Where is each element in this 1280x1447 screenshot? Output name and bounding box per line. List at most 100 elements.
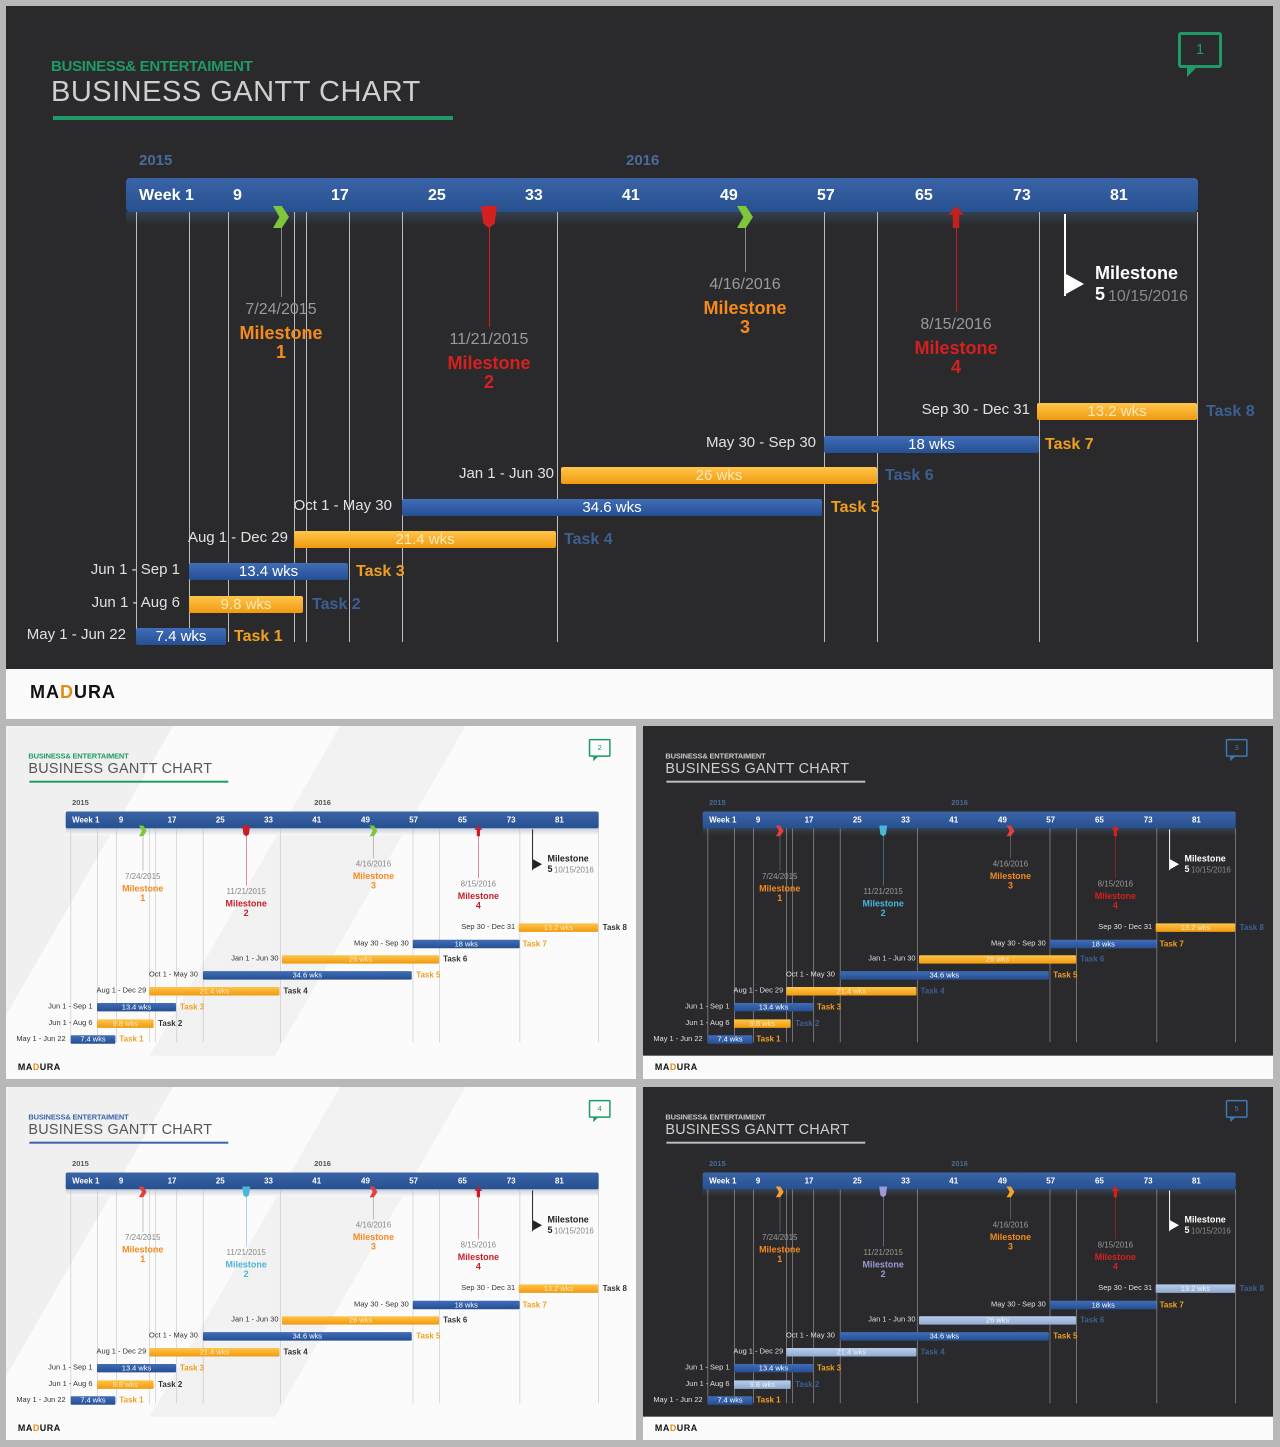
milestone-marker-icon[interactable] (775, 825, 784, 837)
task-bar[interactable]: 18 wks (412, 939, 520, 949)
slide-2[interactable]: BUSINESS& ENTERTAIMENT BUSINESS GANTT CHA… (6, 726, 636, 1079)
task-label: Task 7 (1045, 436, 1094, 453)
comment-icon[interactable]: 4 (588, 1099, 611, 1123)
milestone-marker-icon[interactable] (369, 1186, 378, 1198)
milestone-marker-icon[interactable] (879, 825, 888, 837)
task-bar[interactable]: 26 wks (918, 1316, 1077, 1325)
task-label: Task 2 (795, 1019, 820, 1028)
task-bar[interactable]: 13.4 wks (189, 563, 348, 580)
task-date-range: Aug 1 - Dec 29 (733, 986, 784, 995)
logo-part: URA (39, 1423, 61, 1434)
week-label: 49 (998, 816, 1007, 825)
task-bar[interactable]: 13.2 wks (1155, 923, 1236, 932)
task-bar[interactable]: 9.8 wks (96, 1019, 154, 1028)
task-bar[interactable]: 34.6 wks (402, 499, 822, 516)
milestone-marker-icon[interactable] (775, 1186, 784, 1198)
task-bar[interactable]: 18 wks (1049, 939, 1157, 949)
task-bar[interactable]: 13.2 wks (1155, 1284, 1236, 1293)
milestone-marker-icon[interactable] (481, 206, 497, 228)
task-bar[interactable]: 21.4 wks (786, 987, 917, 996)
title-underline (666, 780, 866, 783)
milestone-5-flag-icon[interactable] (1066, 274, 1084, 294)
week-label: 57 (409, 816, 419, 825)
task-bar[interactable]: 21.4 wks (294, 531, 556, 548)
milestone-marker-icon[interactable] (737, 206, 753, 228)
comment-icon[interactable]: 1 (1178, 32, 1222, 77)
task-bar[interactable]: 7.4 wks (707, 1396, 753, 1405)
task-bar[interactable]: 13.2 wks (518, 1284, 599, 1293)
comment-icon[interactable]: 5 (1225, 1099, 1248, 1123)
milestone-name: Milestone 2 (853, 1260, 913, 1279)
task-bar[interactable]: 18 wks (412, 1300, 520, 1310)
task-bar[interactable]: 18 wks (824, 436, 1039, 453)
milestone-number: 1 (140, 1254, 146, 1265)
task-bar[interactable]: 21.4 wks (149, 987, 280, 996)
task-bar[interactable]: 9.8 wks (96, 1380, 154, 1389)
slide-5[interactable]: BUSINESS& ENTERTAIMENT BUSINESS GANTT CHA… (643, 1087, 1273, 1440)
year-label: 2015 (72, 798, 89, 808)
task-bar[interactable]: 9.8 wks (733, 1380, 791, 1389)
milestone-marker-icon[interactable] (474, 1186, 483, 1198)
milestone-marker-icon[interactable] (273, 206, 289, 228)
week-label: 81 (1191, 1177, 1201, 1186)
task-bar[interactable]: 13.2 wks (518, 923, 599, 932)
madura-logo: MADURA (655, 1423, 698, 1433)
task-bar[interactable]: 7.4 wks (70, 1396, 116, 1405)
task-date-range: Sep 30 - Dec 31 (921, 401, 1030, 418)
task-bar[interactable]: 7.4 wks (707, 1035, 753, 1044)
comment-icon[interactable]: 3 (1225, 738, 1248, 762)
task-bar[interactable]: 26 wks (918, 955, 1077, 964)
milestone-name: Milestone 4 (449, 891, 509, 911)
task-bar[interactable]: 34.6 wks (202, 971, 412, 980)
week-label: 9 (118, 816, 124, 825)
milestone-5-flag-icon[interactable] (533, 1220, 543, 1231)
milestone-date: 4/16/2016 (355, 1221, 392, 1230)
milestone-marker-icon[interactable] (138, 825, 147, 837)
task-bar[interactable]: 26 wks (561, 467, 877, 484)
milestone-marker-icon[interactable] (242, 825, 251, 837)
task-bar[interactable]: 7.4 wks (136, 628, 226, 645)
milestone-marker-icon[interactable] (138, 1186, 147, 1198)
task-date-range: May 30 - Sep 30 (991, 938, 1046, 948)
task-bar[interactable]: 26 wks (281, 1316, 440, 1325)
milestone-marker-icon[interactable] (474, 825, 483, 837)
milestone-number: 1 (777, 893, 783, 904)
week-label: 73 (506, 1177, 516, 1186)
task-label: Task 6 (1080, 1316, 1105, 1325)
milestone-marker-icon[interactable] (1111, 825, 1120, 837)
task-bar[interactable]: 13.4 wks (96, 1002, 177, 1012)
milestone-marker-icon[interactable] (1006, 1186, 1015, 1198)
task-bar[interactable]: 9.8 wks (189, 596, 303, 613)
task-bar[interactable]: 13.4 wks (733, 1002, 814, 1012)
task-bar[interactable]: 13.2 wks (1037, 403, 1197, 420)
logo-accent: D (669, 1062, 677, 1073)
milestone-marker-icon[interactable] (1006, 825, 1015, 837)
milestone-marker-icon[interactable] (1111, 1186, 1120, 1198)
task-bar[interactable]: 34.6 wks (202, 1332, 412, 1341)
milestone-5-flag-icon[interactable] (1170, 859, 1180, 870)
task-bar[interactable]: 7.4 wks (70, 1035, 116, 1044)
task-bar[interactable]: 13.4 wks (733, 1363, 814, 1373)
milestone-5-flag-icon[interactable] (533, 859, 543, 870)
madura-logo: MADURA (655, 1062, 698, 1072)
milestone-marker-icon[interactable] (369, 825, 378, 837)
milestone-5-flag-icon[interactable] (1170, 1220, 1180, 1231)
task-bar[interactable]: 13.4 wks (96, 1363, 177, 1373)
slide-3[interactable]: BUSINESS& ENTERTAIMENT BUSINESS GANTT CHA… (643, 726, 1273, 1079)
slide-1[interactable]: BUSINESS& ENTERTAIMENT BUSINESS GANTT CHA… (6, 6, 1273, 719)
task-bar[interactable]: 26 wks (281, 955, 440, 964)
milestone-5-stem (1064, 214, 1066, 296)
comment-icon[interactable]: 2 (588, 738, 611, 762)
milestone-name-text: Milestone (547, 1214, 589, 1225)
task-bar[interactable]: 21.4 wks (149, 1348, 280, 1357)
milestone-marker-icon[interactable] (242, 1186, 251, 1198)
slide-4[interactable]: BUSINESS& ENTERTAIMENT BUSINESS GANTT CHA… (6, 1087, 636, 1440)
task-bar[interactable]: 34.6 wks (839, 1332, 1049, 1341)
milestone-marker-icon[interactable] (879, 1186, 888, 1198)
task-bar[interactable]: 21.4 wks (786, 1348, 917, 1357)
task-bar[interactable]: 9.8 wks (733, 1019, 791, 1028)
week-label: 73 (1143, 1177, 1153, 1186)
task-bar[interactable]: 18 wks (1049, 1300, 1157, 1310)
task-label: Task 1 (234, 628, 283, 645)
task-bar[interactable]: 34.6 wks (839, 971, 1049, 980)
